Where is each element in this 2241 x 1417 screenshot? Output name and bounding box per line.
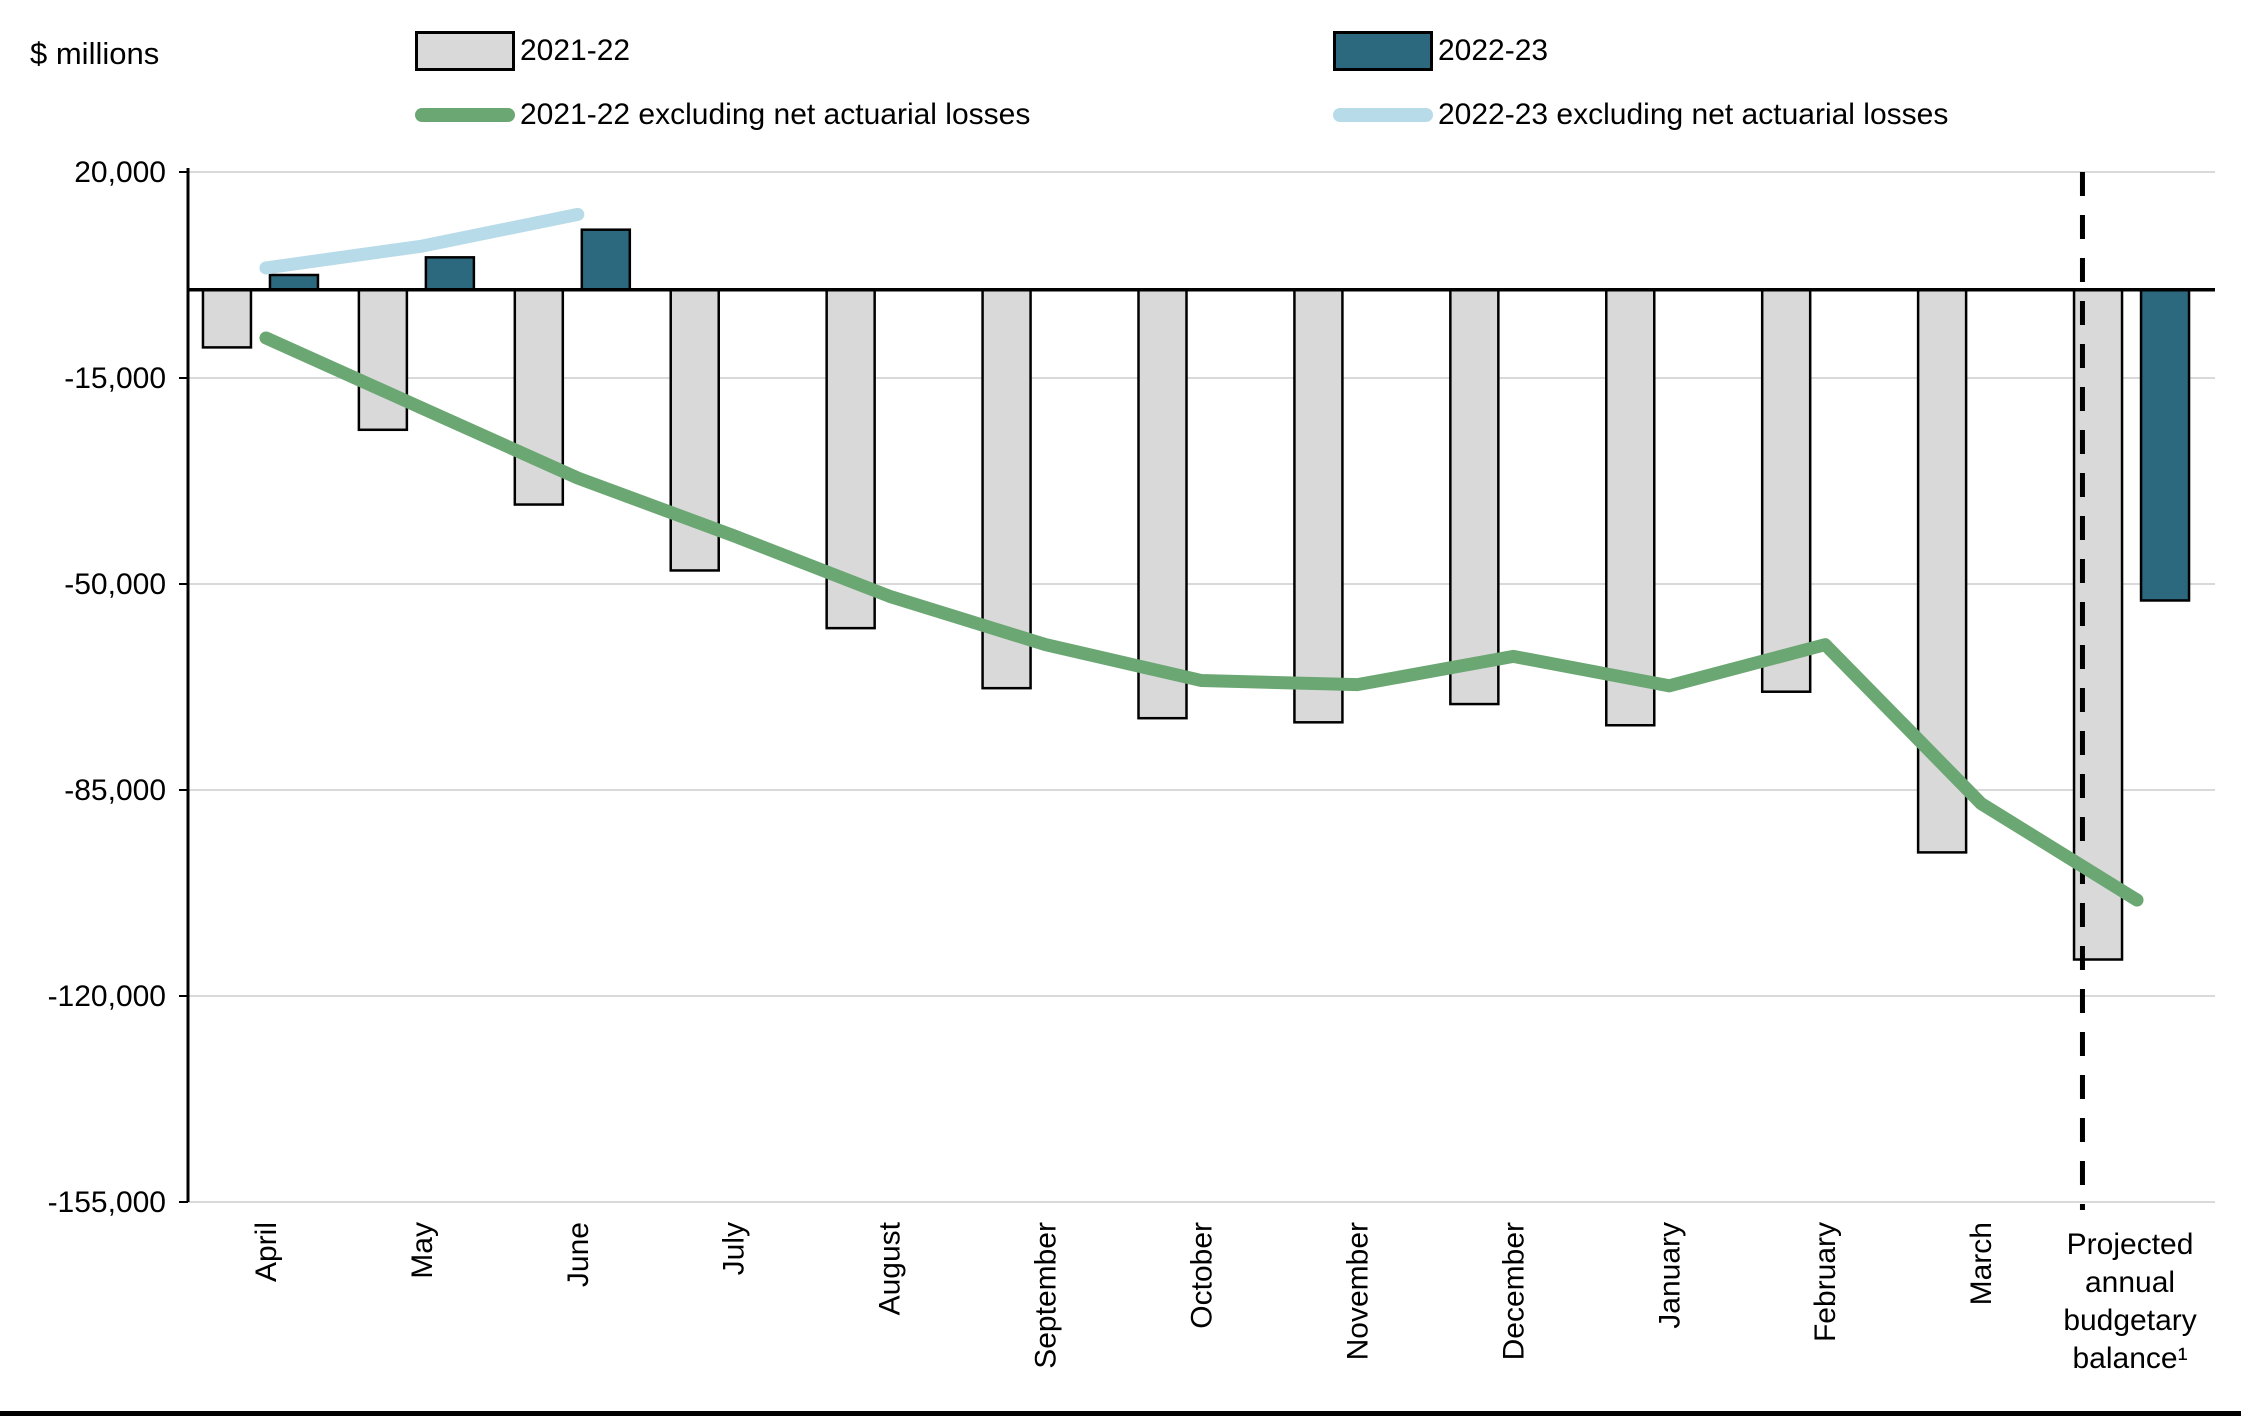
- legend-swatch-bar-2022-23-icon: [1333, 31, 1433, 71]
- x-axis-label-may: May: [406, 1222, 439, 1279]
- y-tick-label: -15,000: [64, 362, 166, 395]
- page-bottom-border: [0, 1411, 2241, 1416]
- bar-2021-22-January: [1605, 288, 1656, 727]
- bar-2021-22-February: [1760, 288, 1812, 693]
- bar-2022-23-Projected: [2139, 288, 2191, 602]
- legend-label: 2021-22: [520, 34, 631, 67]
- x-axis-label-july: July: [718, 1222, 751, 1275]
- x-axis-label-march: March: [1965, 1222, 1998, 1305]
- x-axis-label-november: November: [1341, 1222, 1374, 1360]
- y-tick-label: -155,000: [48, 1186, 166, 1219]
- x-axis-label-january: January: [1653, 1222, 1686, 1329]
- x-axis-label-september: September: [1030, 1222, 1063, 1369]
- x-axis-label-december: December: [1497, 1222, 1530, 1360]
- x-axis-label-august: August: [874, 1221, 907, 1315]
- y-tick-label: -120,000: [48, 980, 166, 1013]
- legend-item-2022-23-excluding: 2022-23 excluding net actuarial losses: [1333, 98, 1948, 132]
- legend-item-2021-22-excluding: 2021-22 excluding net actuarial losses: [415, 98, 1030, 132]
- y-axis-unit-label: $ millions: [30, 36, 160, 71]
- x-axis-label-projected-annual-budgetary-balance: Projected annual budgetary balance¹: [2063, 1228, 2196, 1375]
- bar-2022-23-May: [424, 256, 476, 291]
- bar-2021-22-May: [357, 288, 409, 432]
- x-axis-label-april: April: [250, 1222, 283, 1282]
- x-axis-label-june: June: [562, 1222, 595, 1287]
- bar-2021-22-April: [201, 288, 253, 349]
- line-2021-22-excluding-net-actuarial-losses: [259, 331, 2144, 907]
- y-tick-label: -85,000: [64, 774, 166, 807]
- legend-swatch-bar-2021-22-icon: [415, 31, 515, 71]
- legend-label: 2021-22 excluding net actuarial losses: [520, 98, 1031, 131]
- legend-item-2021-22: 2021-22: [415, 31, 630, 71]
- x-axis-label-february: February: [1809, 1222, 1842, 1342]
- legend-label: 2022-23 excluding net actuarial losses: [1438, 98, 1949, 131]
- bar-2022-23-June: [580, 228, 632, 291]
- legend-item-2022-23: 2022-23: [1333, 31, 1548, 71]
- y-tick-label: 20,000: [74, 156, 166, 189]
- bar-2022-23-April: [268, 273, 320, 291]
- x-axis-label-october: October: [1186, 1222, 1219, 1329]
- line-2022-23-excluding-net-actuarial-losses: [259, 207, 585, 275]
- legend-swatch-line-2021-22-icon: [415, 108, 515, 122]
- bar-2021-22-November: [1293, 288, 1344, 724]
- bar-2021-22-December: [1449, 288, 1500, 706]
- legend-label: 2022-23: [1438, 34, 1549, 67]
- bar-2021-22-October: [1137, 288, 1188, 720]
- legend-swatch-line-2022-23-icon: [1333, 108, 1433, 122]
- y-tick-label: -50,000: [64, 568, 166, 601]
